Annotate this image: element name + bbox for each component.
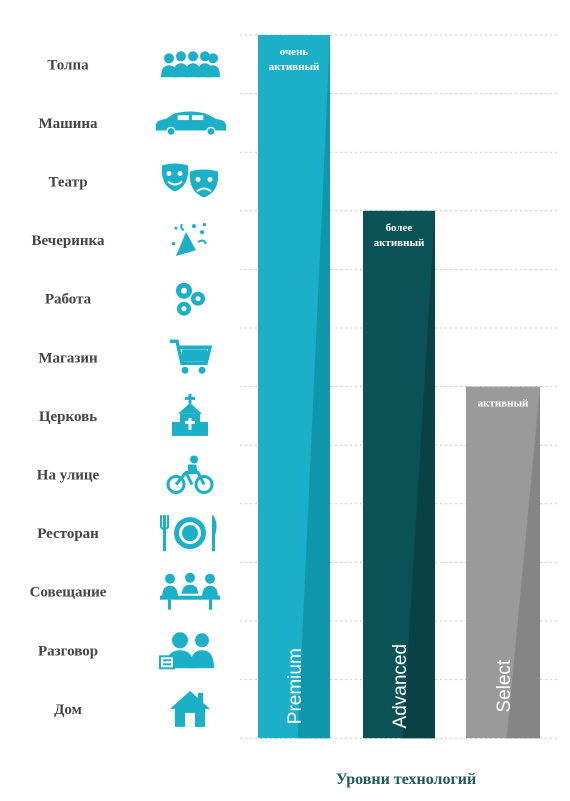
- category-label: Совещание: [30, 585, 107, 601]
- bar-advanced: более активный Advanced: [363, 210, 435, 739]
- bar-select: активный Select: [466, 386, 540, 739]
- plate-cutlery-icon: [160, 514, 218, 553]
- category-label: Толпа: [47, 57, 89, 73]
- bar-annotation: активный: [478, 398, 529, 410]
- car-icon: [155, 111, 227, 137]
- category-label: Магазин: [38, 350, 98, 366]
- bar-series-name: Premium: [285, 648, 306, 724]
- bar-annotation: более: [386, 222, 413, 234]
- bar-annotation: очень: [280, 46, 309, 58]
- category-label: Театр: [48, 175, 87, 191]
- bar-premium: очень активный Premium: [258, 35, 330, 739]
- bar-shade: [506, 386, 540, 739]
- crowd-icon: [161, 51, 220, 78]
- bar-series-name: Advanced: [390, 644, 411, 729]
- theater-masks-icon: [160, 162, 220, 199]
- category-label: Вечеринка: [32, 233, 105, 249]
- category-label: Церковь: [39, 409, 97, 425]
- bar-series-name: Select: [494, 659, 515, 713]
- category-label: Работа: [45, 292, 92, 308]
- house-icon: [170, 690, 210, 727]
- party-icon: [171, 222, 207, 258]
- bar-annotation: активный: [269, 61, 320, 73]
- gears-icon: [176, 282, 205, 316]
- category-label: Машина: [38, 116, 98, 132]
- church-icon: [172, 393, 208, 436]
- meeting-icon: [160, 572, 220, 610]
- x-axis-title: Уровни технологий: [336, 771, 476, 788]
- bar-shade: [297, 35, 330, 739]
- category-label: Разговор: [38, 643, 98, 659]
- category-label: Ресторан: [37, 526, 99, 542]
- bar-shade: [402, 210, 435, 739]
- conversation-icon: [159, 631, 215, 670]
- bar-annotation: активный: [374, 237, 425, 249]
- cyclist-icon: [166, 454, 214, 494]
- category-label: На улице: [37, 468, 100, 484]
- category-label: Дом: [54, 702, 82, 718]
- shopping-cart-icon: [168, 339, 212, 376]
